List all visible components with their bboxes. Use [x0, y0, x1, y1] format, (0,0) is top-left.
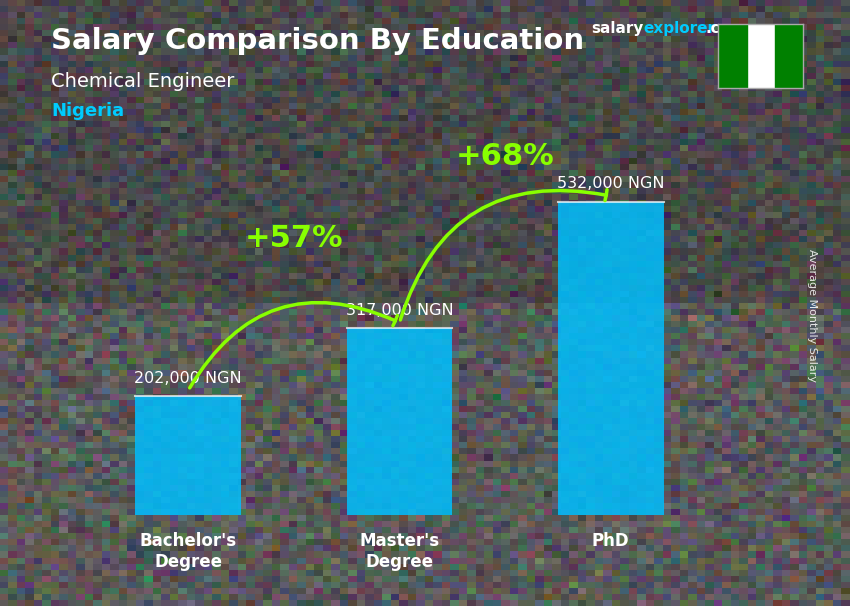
Bar — [775, 24, 803, 88]
Text: Average Monthly Salary: Average Monthly Salary — [807, 248, 817, 382]
Bar — [135, 396, 241, 515]
Text: +68%: +68% — [456, 142, 554, 170]
Bar — [558, 202, 664, 515]
Text: +57%: +57% — [245, 224, 343, 253]
Text: 202,000 NGN: 202,000 NGN — [134, 371, 242, 385]
Text: Nigeria: Nigeria — [51, 102, 124, 120]
Text: 317,000 NGN: 317,000 NGN — [346, 303, 453, 318]
Text: .com: .com — [706, 21, 746, 36]
Text: Chemical Engineer: Chemical Engineer — [51, 72, 235, 90]
Bar — [718, 24, 746, 88]
Text: salary: salary — [591, 21, 643, 36]
Text: 532,000 NGN: 532,000 NGN — [557, 176, 665, 191]
Text: Salary Comparison By Education: Salary Comparison By Education — [51, 27, 584, 55]
Bar — [347, 328, 452, 515]
Text: explorer: explorer — [643, 21, 716, 36]
